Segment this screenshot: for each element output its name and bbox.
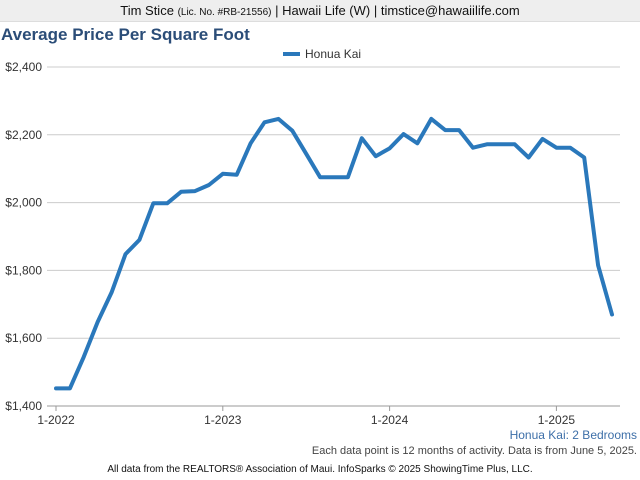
data-point xyxy=(513,142,517,146)
data-point xyxy=(235,173,239,177)
data-point xyxy=(221,172,225,176)
brokerage-contact: | Hawaii Life (W) | timstice@hawaiilife.… xyxy=(275,3,520,18)
data-point xyxy=(429,117,433,121)
data-point xyxy=(82,355,86,359)
data-point xyxy=(415,141,419,145)
data-point xyxy=(554,146,558,150)
data-point xyxy=(263,120,266,124)
y-tick-label: $1,800 xyxy=(5,263,42,277)
data-point xyxy=(499,142,503,146)
legend-label: Honua Kai xyxy=(305,47,361,61)
data-point xyxy=(249,141,253,145)
y-tick-label: $1,400 xyxy=(5,399,42,413)
data-point xyxy=(179,190,183,194)
data-point xyxy=(110,290,114,294)
license-number: (Lic. No. #RB-21556) xyxy=(177,7,272,18)
x-tick-label: 1-2024 xyxy=(371,413,409,427)
data-point xyxy=(54,386,58,390)
data-point xyxy=(402,132,405,136)
data-point xyxy=(527,156,531,160)
y-tick-label: $1,600 xyxy=(5,331,42,345)
data-point xyxy=(151,201,155,205)
data-point xyxy=(290,129,294,133)
y-tick-label: $2,000 xyxy=(5,196,42,210)
data-point xyxy=(443,128,447,132)
data-point xyxy=(318,175,322,179)
data-point xyxy=(360,136,364,140)
agent-name: Tim Stice xyxy=(120,3,174,18)
x-tick-label: 1-2022 xyxy=(37,413,75,427)
data-point xyxy=(137,238,141,242)
series-line xyxy=(54,116,614,391)
data-point xyxy=(68,386,72,390)
data-point xyxy=(165,201,169,205)
x-tick-label: 1-2023 xyxy=(204,413,242,427)
data-point xyxy=(596,263,600,267)
data-point xyxy=(96,320,100,324)
data-point xyxy=(471,146,475,150)
source-credit: All data from the REALTORS® Association … xyxy=(107,464,533,475)
data-point xyxy=(276,117,280,121)
data-point xyxy=(485,142,489,146)
gridlines xyxy=(47,66,620,407)
legend: Honua Kai xyxy=(283,47,361,61)
data-point xyxy=(388,146,392,150)
axes: $1,400 $1,600 $1,800 $2,000 $2,200 $2,400 1-20… xyxy=(5,60,620,427)
data-footnote: Each data point is 12 months of activity… xyxy=(311,445,637,457)
series-footnote: Honua Kai: 2 Bedrooms xyxy=(509,428,637,442)
data-point xyxy=(332,175,336,179)
data-point xyxy=(457,128,461,132)
data-point xyxy=(541,137,544,141)
series-layer xyxy=(54,116,614,391)
chart-title: Average Price Per Square Foot xyxy=(1,25,250,44)
data-point xyxy=(568,146,572,150)
data-point xyxy=(124,252,127,256)
agent-header-bar: Tim Stice (Lic. No. #RB-21556) | Hawaii … xyxy=(0,0,640,22)
data-point xyxy=(193,189,197,193)
y-tick-label: $2,200 xyxy=(5,128,42,142)
data-point xyxy=(374,154,378,158)
data-point xyxy=(346,175,350,179)
x-tick-label: 1-2025 xyxy=(538,413,576,427)
data-point xyxy=(582,156,586,160)
data-point xyxy=(304,152,308,156)
y-tick-label: $2,400 xyxy=(5,60,42,74)
data-point xyxy=(207,183,211,187)
data-point xyxy=(610,312,614,316)
